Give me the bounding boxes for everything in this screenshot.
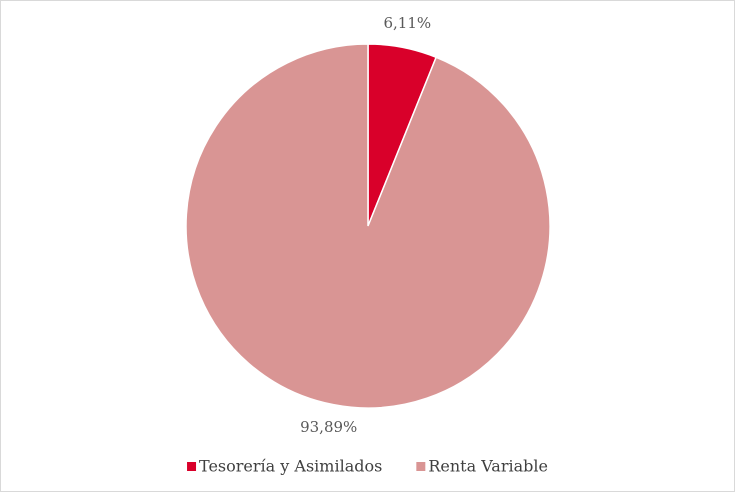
legend-swatch: [416, 462, 426, 471]
legend-swatch: [187, 462, 197, 471]
data-label: 6,11%: [383, 14, 431, 32]
legend-text: Renta Variable: [428, 457, 548, 476]
data-label: 93,89%: [300, 418, 357, 436]
pie-slice: [185, 43, 551, 409]
legend-text: Tesorería y Asimilados: [199, 457, 382, 476]
